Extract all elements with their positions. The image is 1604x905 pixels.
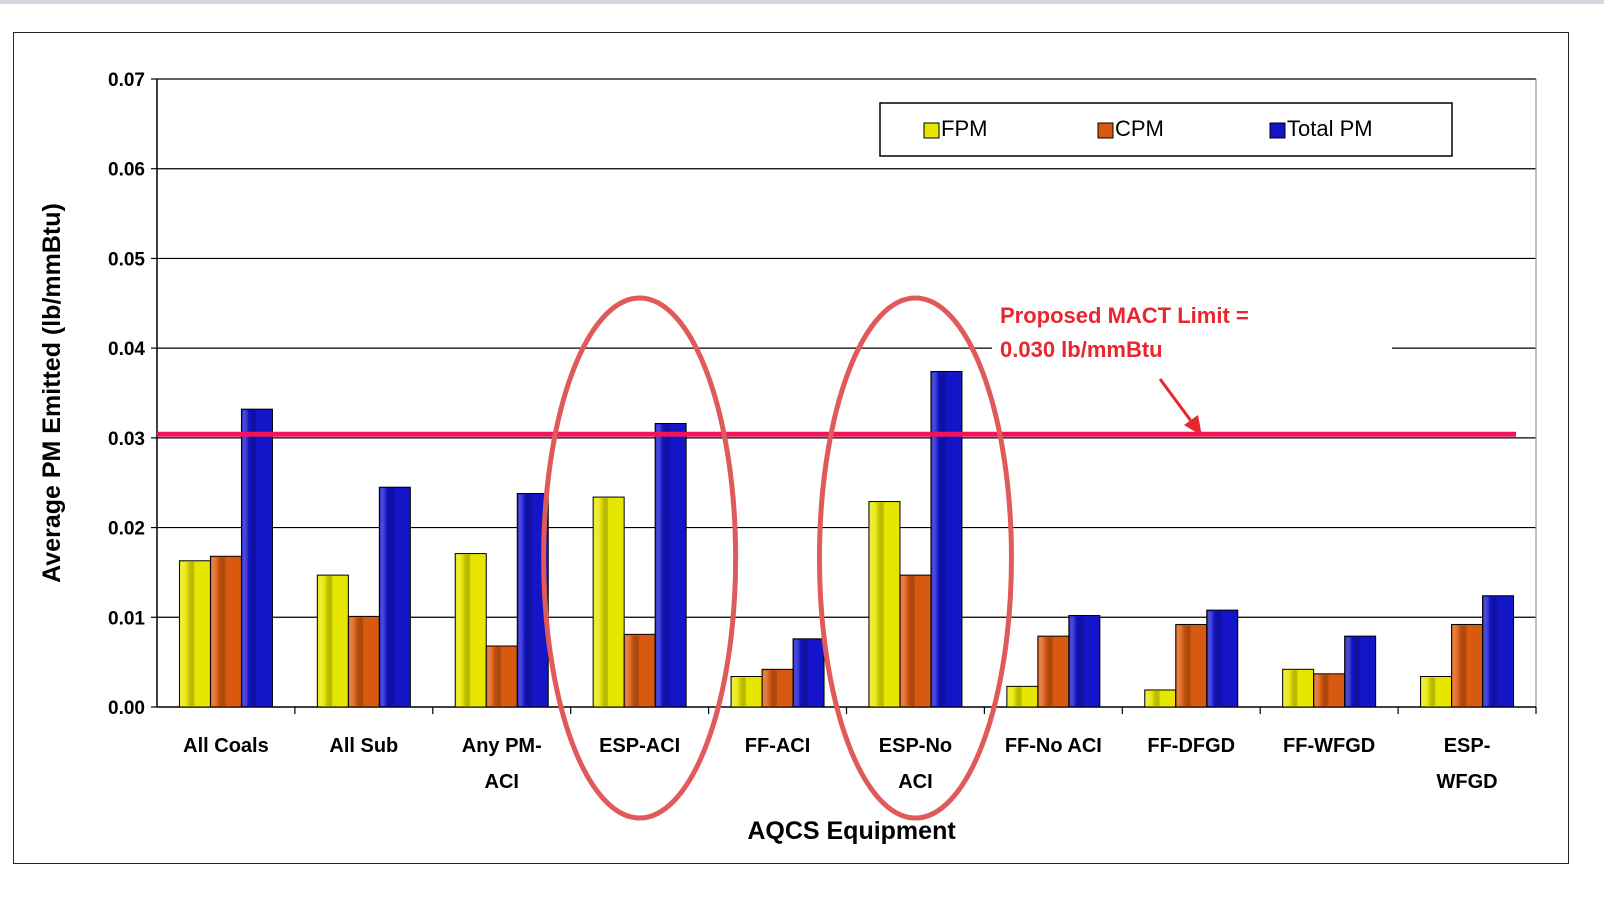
x-tick-label: ESP- (1444, 735, 1491, 757)
mact-limit-annotation: Proposed MACT Limit = (1000, 303, 1249, 328)
bar-shade (1038, 637, 1053, 706)
x-tick-label: WFGD (1437, 771, 1498, 793)
y-tick-label: 0.03 (108, 429, 145, 450)
bar-shade (318, 576, 333, 706)
x-tick-label: ESP-No (879, 735, 952, 757)
bar-shade (625, 635, 640, 706)
y-tick-label: 0.00 (108, 698, 145, 719)
bar-shade (518, 494, 533, 706)
bar-shade (487, 646, 502, 706)
legend-swatch (1269, 122, 1286, 139)
annotation-arrow-shaft (1158, 378, 1196, 426)
annotation-arrow-head (1184, 415, 1202, 436)
pm-emissions-bar-chart: 0.00 0.01 0.02 0.03 0.04 0.05 0.06 0.07 All Coal… (38, 70, 1537, 845)
x-tick-label: FF-DFGD (1147, 735, 1235, 757)
bar-shade (900, 576, 915, 706)
bar-shade (1207, 611, 1222, 706)
bar-shade (656, 424, 671, 706)
bar-shade (380, 488, 395, 706)
x-tick-label: ESP-ACI (599, 735, 680, 757)
bar-shade (869, 502, 884, 706)
x-tick-label: ACI (485, 771, 519, 793)
chart-frame: 0.00 0.01 0.02 0.03 0.04 0.05 0.06 0.07 All Coal… (13, 32, 1569, 864)
top-divider-strip (0, 0, 1604, 4)
x-tick-label: All Sub (329, 735, 398, 757)
legend-label: FPM (941, 116, 987, 141)
x-axis-title: AQCS Equipment (747, 817, 956, 845)
x-tick-label: Any PM- (462, 735, 542, 757)
legend-swatch (923, 122, 940, 139)
y-tick-label: 0.07 (108, 70, 145, 91)
bar-shade (763, 670, 777, 706)
bar-shade (242, 410, 257, 706)
bar-shade (349, 617, 364, 706)
bar-shade (1314, 674, 1329, 706)
bar-shade (732, 677, 746, 706)
bar-shade (456, 554, 471, 706)
bar-shade (1483, 596, 1498, 706)
x-tick-label: ACI (898, 771, 932, 793)
y-tick-label: 0.05 (108, 249, 145, 270)
bar-shade (1176, 625, 1191, 706)
y-axis-title: Average PM Emitted (lb/mmBtu) (38, 203, 66, 583)
y-tick-label: 0.01 (108, 608, 145, 629)
y-tick-label: 0.04 (108, 339, 145, 360)
bar-shade (211, 557, 226, 706)
legend-label: CPM (1115, 116, 1164, 141)
x-tick-label: FF-WFGD (1283, 735, 1375, 757)
bar-shade (1421, 677, 1436, 706)
y-tick-label: 0.02 (108, 519, 145, 540)
bar-shade (1069, 616, 1084, 706)
bar-shade (594, 498, 609, 706)
x-tick-label: FF-ACI (745, 735, 811, 757)
bar-shade (1345, 637, 1360, 706)
y-tick-label: 0.06 (108, 160, 145, 181)
bar-shade (180, 561, 195, 706)
annotation-background (992, 295, 1392, 375)
bar-shade (1145, 690, 1160, 706)
x-tick-label: FF-No ACI (1005, 735, 1102, 757)
mact-limit-annotation: 0.030 lb/mmBtu (1000, 337, 1163, 362)
legend-swatch (1097, 122, 1114, 139)
bar-shade (1007, 687, 1022, 706)
highlight-ellipse (541, 295, 739, 821)
bar-shade (1283, 670, 1298, 706)
x-tick-label: All Coals (183, 735, 269, 757)
legend-box (879, 102, 1453, 157)
bar-shade (1452, 625, 1467, 706)
bar-shade (794, 639, 808, 706)
highlight-ellipse (816, 295, 1014, 821)
legend-label: Total PM (1287, 116, 1373, 141)
bar-shade (931, 372, 946, 706)
